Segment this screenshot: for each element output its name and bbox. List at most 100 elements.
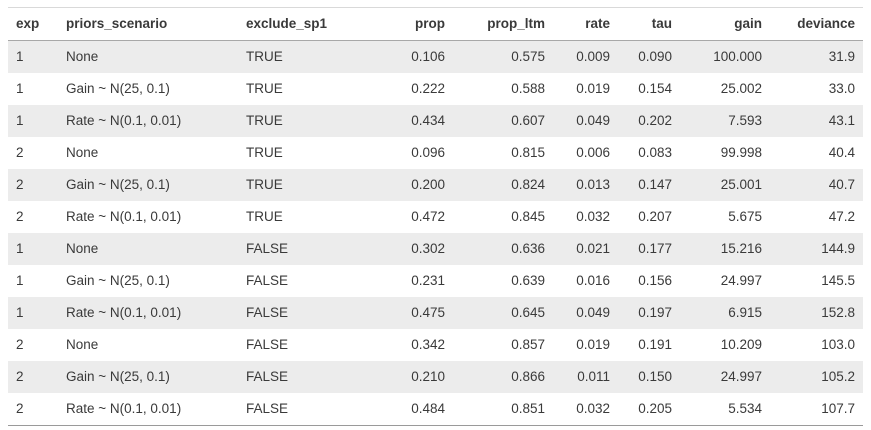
col-header-exclude-sp1: exclude_sp1 — [238, 7, 398, 41]
cell-prop_ltm: 0.639 — [511, 273, 545, 288]
cell-exp: 1 — [16, 81, 24, 96]
cell-deviance: 31.9 — [828, 49, 855, 64]
cell-prop_ltm: 0.851 — [511, 401, 545, 416]
col-header-rate: rate — [553, 7, 618, 41]
col-header-deviance: deviance — [770, 7, 863, 41]
results-table: exp priors_scenario exclude_sp1 prop pro… — [8, 7, 863, 426]
cell-prop: 0.200 — [411, 177, 445, 192]
table-body: 1 None TRUE 0.106 0.575 0.009 0.090 100.000 31.9… — [8, 40, 863, 426]
cell-exclude_sp1: TRUE — [246, 145, 283, 160]
cell-deviance: 103.0 — [821, 337, 855, 352]
cell-gain: 5.534 — [728, 401, 762, 416]
table-row: 2 None TRUE 0.096 0.815 0.006 0.083 99.998 40.4 — [8, 137, 863, 169]
col-header-prop: prop — [398, 7, 453, 41]
cell-rate: 0.006 — [576, 145, 610, 160]
cell-prop: 0.475 — [411, 305, 445, 320]
cell-gain: 25.001 — [720, 177, 762, 192]
table-row: 1 Rate ~ N(0.1, 0.01) TRUE 0.434 0.607 0.049 0… — [8, 105, 863, 137]
cell-tau: 0.177 — [638, 241, 672, 256]
cell-gain: 7.593 — [728, 113, 762, 128]
cell-exp: 2 — [16, 145, 24, 160]
cell-exp: 1 — [16, 49, 24, 64]
cell-exclude_sp1: TRUE — [246, 49, 283, 64]
cell-deviance: 144.9 — [821, 241, 855, 256]
cell-exp: 2 — [16, 337, 24, 352]
cell-deviance: 107.7 — [821, 401, 855, 416]
cell-exclude_sp1: TRUE — [246, 81, 283, 96]
cell-deviance: 33.0 — [828, 81, 855, 96]
table-row: 1 None FALSE 0.302 0.636 0.021 0.177 15.216 144.… — [8, 233, 863, 265]
cell-prop_ltm: 0.824 — [511, 177, 545, 192]
cell-tau: 0.205 — [638, 401, 672, 416]
cell-tau: 0.150 — [638, 369, 672, 384]
col-header-tau: tau — [618, 7, 680, 41]
cell-priors_scenario: Rate ~ N(0.1, 0.01) — [66, 401, 182, 416]
cell-rate: 0.032 — [576, 209, 610, 224]
cell-rate: 0.016 — [576, 273, 610, 288]
cell-deviance: 105.2 — [821, 369, 855, 384]
cell-gain: 25.002 — [720, 81, 762, 96]
cell-deviance: 152.8 — [821, 305, 855, 320]
cell-deviance: 40.4 — [828, 145, 855, 160]
table-row: 2 Gain ~ N(25, 0.1) FALSE 0.210 0.866 0.011 0.… — [8, 361, 863, 393]
table-row: 1 None TRUE 0.106 0.575 0.009 0.090 100.000 31.9 — [8, 40, 863, 73]
cell-prop_ltm: 0.857 — [511, 337, 545, 352]
cell-exclude_sp1: TRUE — [246, 209, 283, 224]
cell-priors_scenario: None — [66, 241, 99, 256]
cell-exclude_sp1: FALSE — [246, 241, 289, 256]
cell-prop: 0.302 — [411, 241, 445, 256]
cell-gain: 24.997 — [720, 273, 762, 288]
col-header-exp: exp — [8, 7, 58, 41]
cell-priors_scenario: Rate ~ N(0.1, 0.01) — [66, 209, 182, 224]
cell-exclude_sp1: FALSE — [246, 337, 289, 352]
cell-rate: 0.032 — [576, 401, 610, 416]
cell-prop: 0.096 — [411, 145, 445, 160]
cell-exclude_sp1: FALSE — [246, 369, 289, 384]
cell-prop: 0.342 — [411, 337, 445, 352]
cell-prop: 0.434 — [411, 113, 445, 128]
table-row: 2 None FALSE 0.342 0.857 0.019 0.191 10.209 103.… — [8, 329, 863, 361]
cell-gain: 100.000 — [713, 49, 762, 64]
cell-gain: 99.998 — [720, 145, 762, 160]
cell-rate: 0.049 — [576, 113, 610, 128]
cell-exp: 2 — [16, 369, 24, 384]
cell-gain: 24.997 — [720, 369, 762, 384]
col-header-prop-ltm: prop_ltm — [453, 7, 553, 41]
cell-rate: 0.049 — [576, 305, 610, 320]
col-header-gain: gain — [680, 7, 770, 41]
cell-tau: 0.191 — [638, 337, 672, 352]
cell-gain: 10.209 — [720, 337, 762, 352]
cell-rate: 0.021 — [576, 241, 610, 256]
cell-prop: 0.472 — [411, 209, 445, 224]
cell-priors_scenario: Rate ~ N(0.1, 0.01) — [66, 113, 182, 128]
cell-exp: 2 — [16, 177, 24, 192]
cell-priors_scenario: None — [66, 49, 99, 64]
cell-exclude_sp1: FALSE — [246, 305, 289, 320]
table-row: 2 Rate ~ N(0.1, 0.01) TRUE 0.472 0.845 0.032 0… — [8, 201, 863, 233]
cell-prop: 0.222 — [411, 81, 445, 96]
cell-deviance: 43.1 — [828, 113, 855, 128]
cell-rate: 0.011 — [577, 369, 610, 384]
cell-prop: 0.210 — [411, 369, 445, 384]
table-header-row: exp priors_scenario exclude_sp1 prop pro… — [8, 7, 863, 41]
cell-prop_ltm: 0.845 — [511, 209, 545, 224]
cell-exp: 1 — [16, 241, 24, 256]
cell-gain: 15.216 — [720, 241, 762, 256]
cell-rate: 0.019 — [576, 81, 610, 96]
cell-tau: 0.147 — [638, 177, 672, 192]
cell-gain: 5.675 — [728, 209, 762, 224]
cell-tau: 0.090 — [638, 49, 672, 64]
cell-prop_ltm: 0.866 — [511, 369, 545, 384]
cell-priors_scenario: Rate ~ N(0.1, 0.01) — [66, 305, 182, 320]
cell-deviance: 47.2 — [828, 209, 855, 224]
cell-prop: 0.106 — [411, 49, 445, 64]
cell-exclude_sp1: TRUE — [246, 177, 283, 192]
cell-rate: 0.019 — [576, 337, 610, 352]
cell-exp: 1 — [16, 113, 24, 128]
cell-priors_scenario: Gain ~ N(25, 0.1) — [66, 177, 170, 192]
cell-rate: 0.009 — [576, 49, 610, 64]
cell-prop_ltm: 0.815 — [511, 145, 545, 160]
cell-priors_scenario: None — [66, 337, 99, 352]
cell-deviance: 145.5 — [821, 273, 855, 288]
